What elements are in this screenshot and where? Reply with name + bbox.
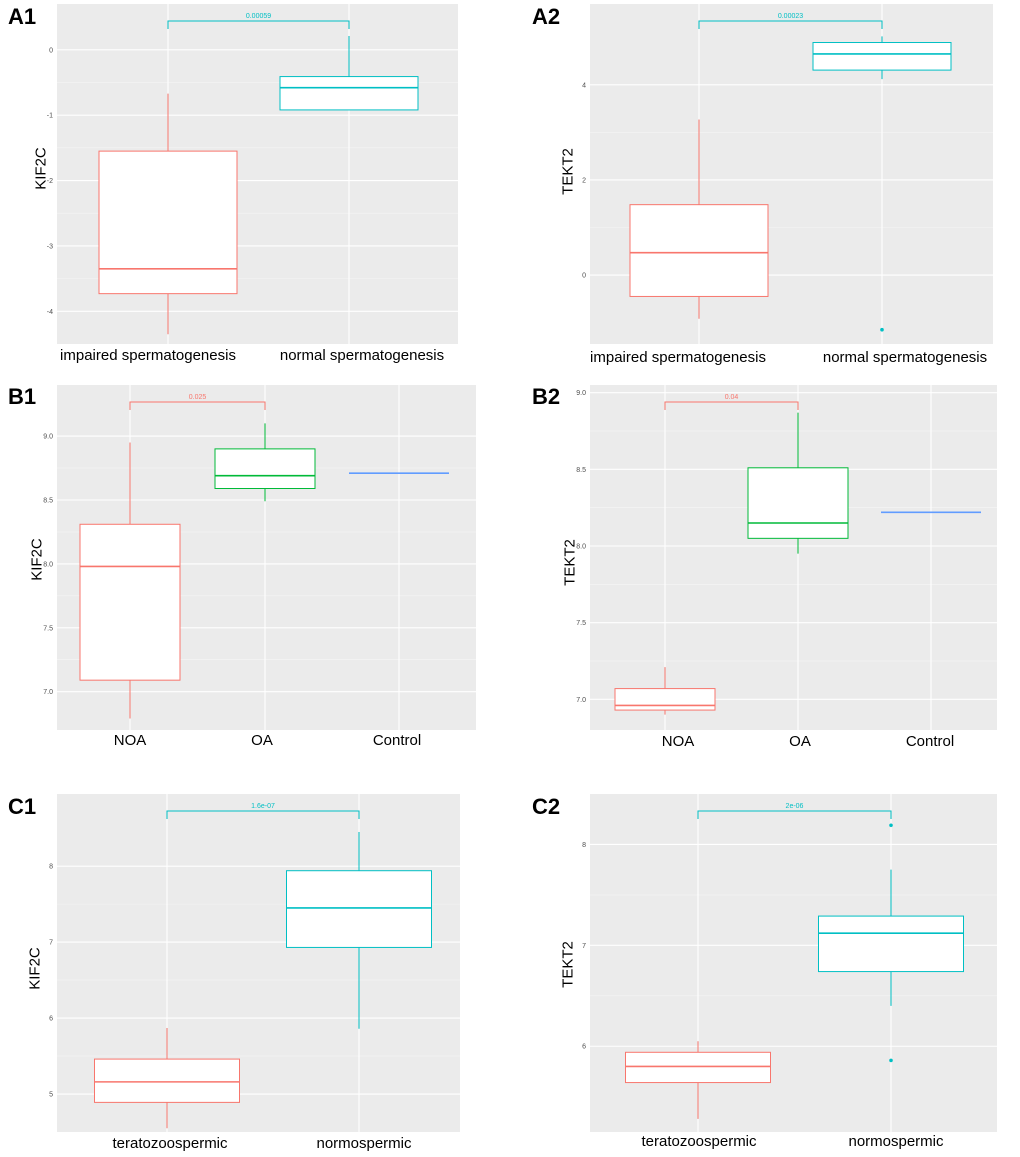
x-category-label: OA bbox=[789, 733, 811, 750]
y-tick-label: -4 bbox=[47, 309, 53, 316]
y-tick-label: 8.0 bbox=[576, 544, 586, 551]
significance-bracket bbox=[698, 20, 883, 29]
chart-c1: 5 6 7 8 1.6e-07 teratozoospermic normospermic bbox=[49, 794, 460, 1152]
y-tick-label: 0 bbox=[582, 273, 586, 280]
box-normal-spermatogenesis bbox=[279, 76, 419, 111]
outlier-point bbox=[880, 327, 884, 332]
p-value-label: 0.00023 bbox=[778, 13, 803, 20]
x-category-label: impaired spermatogenesis bbox=[590, 349, 766, 366]
significance-bracket bbox=[697, 810, 892, 819]
x-category-label: NOA bbox=[114, 732, 147, 749]
panel-label: C2 bbox=[532, 794, 561, 819]
y-tick-label: 9.0 bbox=[576, 390, 586, 397]
y-tick-label: -1 bbox=[47, 113, 53, 120]
panel-label: A2 bbox=[532, 4, 561, 29]
y-tick-label: -3 bbox=[47, 243, 53, 250]
panel-label: C1 bbox=[8, 794, 37, 819]
panel-label: B2 bbox=[532, 384, 561, 409]
plot-background bbox=[590, 385, 997, 730]
x-category-label: normal spermatogenesis bbox=[823, 349, 987, 366]
x-category-label: Control bbox=[906, 733, 954, 750]
box-normospermic bbox=[818, 915, 964, 973]
y-tick-label: 7.0 bbox=[43, 689, 53, 696]
x-category-label: normospermic bbox=[848, 1133, 944, 1150]
p-value-label: 0.04 bbox=[725, 394, 739, 401]
p-value-label: 0.025 bbox=[189, 394, 207, 401]
x-category-label: teratozoospermic bbox=[112, 1135, 228, 1152]
x-category-label: OA bbox=[251, 732, 273, 749]
x-category-label: teratozoospermic bbox=[641, 1133, 757, 1150]
box-noa bbox=[79, 523, 181, 681]
y-tick-label: 7 bbox=[582, 943, 586, 950]
y-tick-label: 8.5 bbox=[576, 467, 586, 474]
y-tick-label: 7.0 bbox=[576, 697, 586, 704]
outlier-point bbox=[889, 1058, 893, 1063]
chart-a1: -4 -3 -2 -1 0 0.00059 impaired spermatogenesis… bbox=[47, 4, 458, 364]
significance-bracket bbox=[129, 401, 266, 410]
panel-label: A1 bbox=[8, 4, 37, 29]
y-tick-label: 8 bbox=[582, 842, 586, 849]
box-oa bbox=[747, 467, 849, 539]
x-category-label: normospermic bbox=[316, 1135, 412, 1152]
y-tick-label: 2 bbox=[582, 177, 586, 184]
y-tick-label: 7.5 bbox=[576, 620, 586, 627]
y-tick-label: 8.5 bbox=[43, 498, 53, 505]
y-tick-label: 8 bbox=[49, 864, 53, 871]
box-teratozoospermic bbox=[625, 1051, 771, 1084]
box-impaired-spermatogenesis bbox=[629, 204, 769, 297]
y-tick-label: -2 bbox=[47, 178, 53, 185]
p-value-label: 0.00059 bbox=[246, 13, 271, 20]
significance-bracket bbox=[664, 401, 799, 410]
x-category-label: normal spermatogenesis bbox=[280, 347, 444, 364]
box-teratozoospermic bbox=[94, 1058, 240, 1103]
y-tick-label: 0 bbox=[49, 47, 53, 54]
y-tick-label: 7.5 bbox=[43, 625, 53, 632]
y-tick-label: 8.0 bbox=[43, 561, 53, 568]
outlier-point bbox=[889, 823, 893, 828]
chart-b1: 7.0 7.5 8.0 8.5 9.0 0.025 NOA OA Control bbox=[43, 385, 476, 749]
panel-label: B1 bbox=[8, 384, 37, 409]
x-category-label: impaired spermatogenesis bbox=[60, 347, 236, 364]
chart-b2: 7.0 7.5 8.0 8.5 9.0 0.04 NOA OA Control bbox=[576, 385, 997, 750]
p-value-label: 2e-06 bbox=[786, 803, 804, 810]
y-tick-label: 6 bbox=[49, 1016, 53, 1023]
box-impaired-spermatogenesis bbox=[98, 150, 238, 295]
x-category-label: Control bbox=[373, 732, 421, 749]
box-normospermic bbox=[286, 870, 432, 948]
y-tick-label: 5 bbox=[49, 1092, 53, 1099]
y-tick-label: 6 bbox=[582, 1044, 586, 1051]
significance-bracket bbox=[166, 810, 360, 819]
chart-a2: 0 2 4 0.00023 impaired spermatogenesis normal… bbox=[582, 4, 993, 366]
x-category-label: NOA bbox=[662, 733, 695, 750]
significance-bracket bbox=[167, 20, 350, 29]
y-tick-label: 7 bbox=[49, 940, 53, 947]
p-value-label: 1.6e-07 bbox=[251, 803, 275, 810]
box-oa bbox=[214, 448, 316, 489]
box-normal-spermatogenesis bbox=[812, 42, 952, 71]
y-tick-label: 4 bbox=[582, 82, 586, 89]
y-tick-label: 9.0 bbox=[43, 434, 53, 441]
